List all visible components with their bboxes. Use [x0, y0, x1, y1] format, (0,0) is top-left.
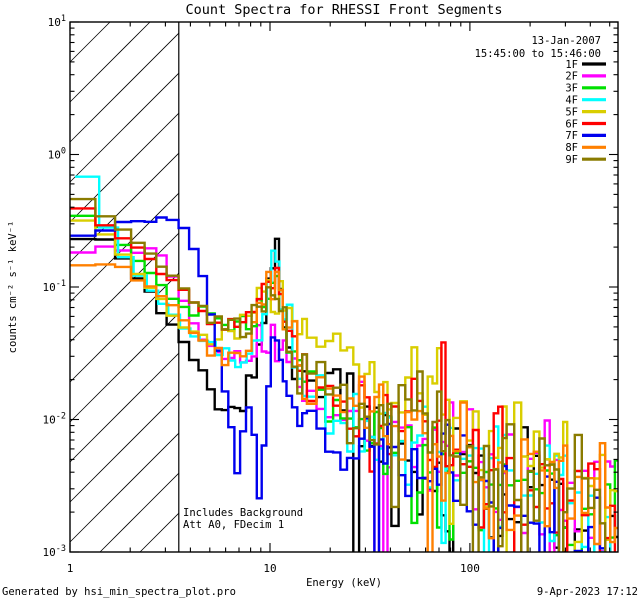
legend-label: 2F	[565, 71, 578, 83]
footer-datestamp: 9-Apr-2023 17:12	[537, 586, 638, 598]
legend-item-2F: 2F	[565, 71, 606, 83]
y-axis-tick-label: 100	[48, 147, 66, 162]
x-axis-label: Energy (keV)	[306, 577, 382, 589]
legend-label: 7F	[565, 130, 578, 142]
legend-item-4F: 4F	[565, 95, 606, 107]
hatch-line	[69, 72, 180, 183]
attenuator-hatch-region	[69, 21, 180, 553]
hatch-line	[69, 352, 180, 463]
legend-item-8F: 8F	[565, 142, 606, 154]
legend-time-range: 15:45:00 to 15:46:00	[475, 48, 601, 60]
hatch-line	[69, 312, 180, 423]
legend-item-7F: 7F	[565, 130, 606, 142]
hatch-line	[69, 272, 180, 383]
legend-label: 1F	[565, 59, 578, 71]
hatch-line	[69, 392, 180, 503]
x-axis-tick-label: 100	[460, 562, 480, 575]
legend-label: 5F	[565, 106, 578, 118]
footer-generated-by: Generated by hsi_min_spectra_plot.pro	[2, 586, 236, 598]
hatch-line	[69, 192, 180, 303]
legend-item-3F: 3F	[565, 83, 606, 95]
legend-item-1F: 1F	[565, 59, 606, 71]
hatch-line	[69, 21, 111, 63]
y-axis-tick-label: 10-2	[43, 412, 67, 427]
hatch-line	[69, 152, 180, 263]
hatch-line	[69, 21, 151, 103]
legend-label: 4F	[565, 95, 578, 107]
chart-title: Count Spectra for RHESSI Front Segments	[186, 2, 503, 18]
series-line-3F	[70, 214, 618, 552]
y-axis-tick-label: 10-1	[43, 279, 67, 294]
hatch-line	[69, 32, 180, 143]
x-axis-tick-label: 1	[67, 562, 74, 575]
hatch-line	[69, 112, 180, 223]
annotation-line-2: Att A0, FDecim 1	[183, 519, 284, 531]
legend-item-9F: 9F	[565, 154, 606, 166]
hatch-line	[139, 512, 180, 553]
series-line-9F	[70, 197, 607, 552]
legend-label: 3F	[565, 83, 578, 95]
hatch-line	[99, 472, 180, 553]
x-axis-tick-label: 10	[263, 562, 276, 575]
legend-label: 8F	[565, 142, 578, 154]
series-line-2F	[70, 245, 618, 552]
series-line-8F	[70, 263, 618, 552]
y-axis-label: counts cm⁻² s⁻¹ keV⁻¹	[7, 221, 19, 354]
legend-label: 6F	[565, 118, 578, 130]
legend-item-6F: 6F	[565, 118, 606, 130]
legend-label: 9F	[565, 154, 578, 166]
legend-item-5F: 5F	[565, 106, 606, 118]
annotation-line-1: Includes Background	[183, 507, 303, 519]
hatch-line	[69, 432, 180, 543]
y-axis-tick-label: 101	[48, 14, 66, 29]
axes	[69, 21, 619, 553]
hatch-line	[69, 232, 180, 343]
y-axis-tick-label: 10-3	[43, 544, 67, 559]
legend-date: 13-Jan-2007	[531, 35, 601, 47]
